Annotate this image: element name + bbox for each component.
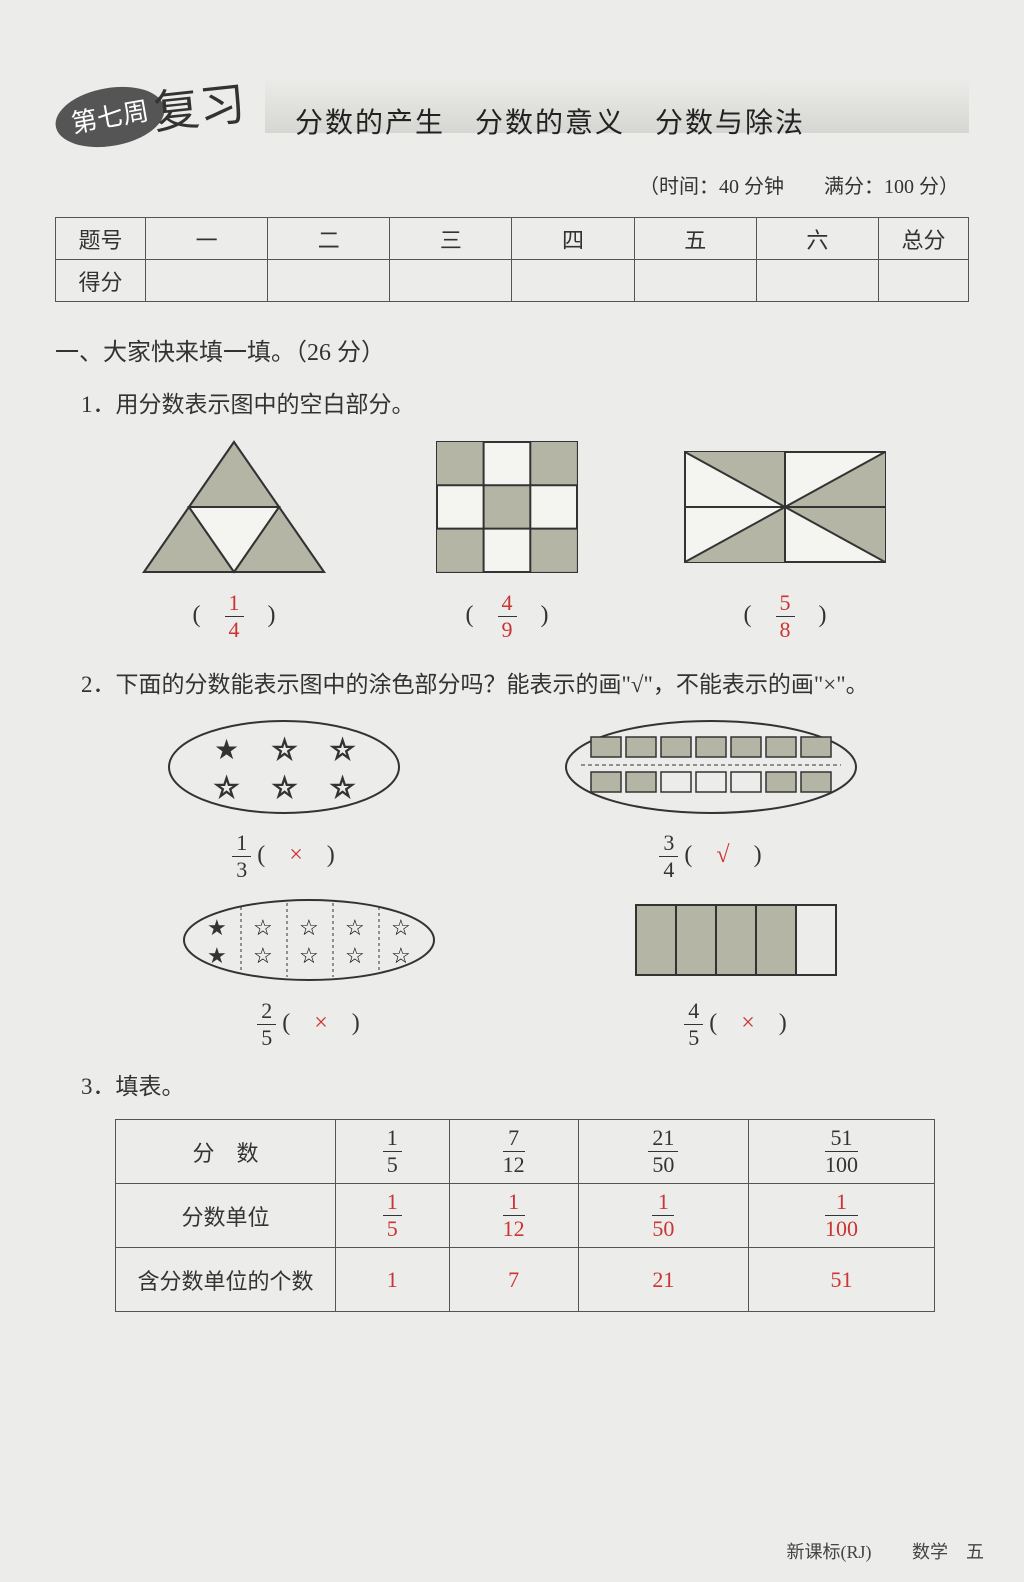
q1-figures: ( 14 ) ( 49 ) <box>85 437 939 641</box>
cell: 题号 <box>56 218 146 260</box>
svg-text:☆: ☆ <box>253 943 273 968</box>
footer: 新课标(RJ) 数学 五 <box>787 1538 985 1564</box>
cell: 一 <box>146 218 268 260</box>
fig-triangle: ( 14 ) <box>134 437 334 641</box>
cell: 150 <box>578 1184 748 1248</box>
footer-right: 数学 五 <box>912 1542 984 1562</box>
svg-text:☆: ☆ <box>330 773 355 804</box>
q2-answer-3: 25 ( × ) <box>179 1000 439 1049</box>
q2-fig-stars1: ★ ☆ ☆ ☆ ☆ ☆ 13 ( × ) <box>164 717 404 881</box>
svg-text:☆: ☆ <box>272 773 297 804</box>
page: 第七周 复习 分数的产生 分数的意义 分数与除法 （时间：40 分钟 满分：10… <box>0 0 1024 1582</box>
grid-svg <box>432 437 582 577</box>
cell: 分数单位 <box>116 1184 336 1248</box>
page-title: 分数的产生 分数的意义 分数与除法 <box>265 77 969 133</box>
score-table: 题号 一 二 三 四 五 六 总分 得分 <box>55 217 969 302</box>
svg-text:☆: ☆ <box>272 735 297 766</box>
cell: 15 <box>336 1120 450 1184</box>
cell: 六 <box>756 218 878 260</box>
q1-answer-2: ( 49 ) <box>432 592 582 641</box>
cell <box>634 260 756 302</box>
cell: 2150 <box>578 1120 748 1184</box>
svg-text:☆: ☆ <box>391 943 411 968</box>
cell: 112 <box>449 1184 578 1248</box>
stars1-svg: ★ ☆ ☆ ☆ ☆ ☆ <box>164 717 404 817</box>
svg-text:☆: ☆ <box>214 773 239 804</box>
table-row: 题号 一 二 三 四 五 六 总分 <box>56 218 969 260</box>
fig-rect8: ( 58 ) <box>680 437 890 641</box>
rect8-svg <box>680 437 890 577</box>
cell: 21 <box>578 1248 748 1312</box>
cell: 五 <box>634 218 756 260</box>
q2-answer-2: 34 ( √ ) <box>561 832 861 881</box>
cell <box>512 260 634 302</box>
q2-fig-stars2: ★ ★ ☆ ☆ ☆ ☆ ☆ ☆ ☆ ☆ 25 ( × ) <box>179 895 439 1049</box>
q3-text: 3．填表。 <box>81 1067 969 1101</box>
cell: 三 <box>390 218 512 260</box>
cell: 51 <box>749 1248 935 1312</box>
q1-text: 1．用分数表示图中的空白部分。 <box>81 385 969 419</box>
cell: 51100 <box>749 1120 935 1184</box>
q3-table: 分 数 15 712 2150 51100 分数单位 15 112 150 11… <box>115 1119 935 1312</box>
svg-text:☆: ☆ <box>345 943 365 968</box>
cell: 分 数 <box>116 1120 336 1184</box>
cell: 15 <box>336 1184 450 1248</box>
cell: 总分 <box>879 218 969 260</box>
cell: 四 <box>512 218 634 260</box>
svg-text:☆: ☆ <box>299 915 319 940</box>
triangle-svg <box>134 437 334 577</box>
q2-text: 2．下面的分数能表示图中的涂色部分吗？能表示的画"√"，不能表示的画"×"。 <box>81 665 969 699</box>
table-row: 分数单位 15 112 150 1100 <box>116 1184 935 1248</box>
cell: 7 <box>449 1248 578 1312</box>
q2-answer-4: 45 ( × ) <box>626 1000 846 1049</box>
table-row: 分 数 15 712 2150 51100 <box>116 1120 935 1184</box>
q1-answer-1: ( 14 ) <box>134 592 334 641</box>
section-title: 一、大家快来填一填。（26 分） <box>55 332 969 367</box>
cell <box>268 260 390 302</box>
cell: 得分 <box>56 260 146 302</box>
fuxi-label: 复习 <box>150 67 248 142</box>
svg-text:★: ★ <box>214 735 239 766</box>
svg-text:★: ★ <box>207 943 227 968</box>
week-badge: 第七周 复习 <box>55 60 265 150</box>
cell <box>146 260 268 302</box>
q1-answer-3: ( 58 ) <box>680 592 890 641</box>
cell <box>390 260 512 302</box>
svg-text:☆: ☆ <box>330 735 355 766</box>
header: 第七周 复习 分数的产生 分数的意义 分数与除法 <box>55 60 969 150</box>
table-row: 得分 <box>56 260 969 302</box>
svg-text:★: ★ <box>207 915 227 940</box>
svg-text:☆: ☆ <box>345 915 365 940</box>
q2-answer-1: 13 ( × ) <box>164 832 404 881</box>
cell: 712 <box>449 1120 578 1184</box>
fig-grid: ( 49 ) <box>432 437 582 641</box>
q2-fig-bars2: 45 ( × ) <box>626 895 846 1049</box>
footer-left: 新课标(RJ) <box>787 1542 872 1562</box>
svg-text:☆: ☆ <box>253 915 273 940</box>
cell: 1100 <box>749 1184 935 1248</box>
q2-row1: ★ ☆ ☆ ☆ ☆ ☆ 13 ( × ) <box>85 717 939 881</box>
svg-text:☆: ☆ <box>391 915 411 940</box>
stars2-svg: ★ ★ ☆ ☆ ☆ ☆ ☆ ☆ ☆ ☆ <box>179 895 439 985</box>
time-and-score: （时间：40 分钟 满分：100 分） <box>55 170 959 199</box>
bars2-svg <box>626 895 846 985</box>
cell <box>879 260 969 302</box>
q2-fig-bars1: 34 ( √ ) <box>561 717 861 881</box>
q2-row2: ★★ ☆☆ ☆☆ ☆☆ ☆☆ 25 ( × ) 45 ( × <box>85 895 939 1049</box>
cell: 含分数单位的个数 <box>116 1248 336 1312</box>
svg-text:☆: ☆ <box>299 943 319 968</box>
cell: 1 <box>336 1248 450 1312</box>
cell: 二 <box>268 218 390 260</box>
cell <box>756 260 878 302</box>
table-row: 含分数单位的个数 1 7 21 51 <box>116 1248 935 1312</box>
bars1-svg <box>561 717 861 817</box>
